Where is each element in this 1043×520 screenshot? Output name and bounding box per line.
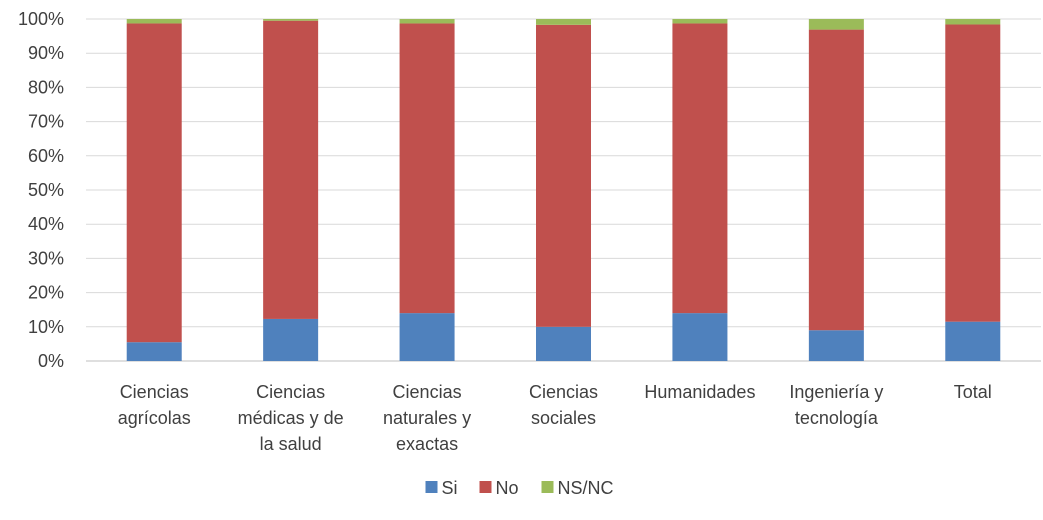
x-tick-label: Ciencias naturales y exactas	[383, 382, 471, 454]
bar-segment-no	[126, 23, 182, 343]
bar-segment-ns-nc	[672, 19, 728, 24]
x-tick-label: Ingeniería y tecnología	[789, 382, 883, 428]
x-axis-ticks: Ciencias agrícolas Ciencias médicas y de la …	[118, 382, 992, 454]
legend-swatch-si	[425, 481, 438, 493]
bars	[126, 19, 1001, 361]
bar-segment-si	[672, 313, 728, 361]
y-tick-label: 70%	[28, 112, 64, 132]
bar-segment-no	[808, 29, 864, 331]
bar-segment-ns-nc	[536, 19, 591, 25]
bar-segment-no	[399, 23, 455, 314]
bar-segment-si	[945, 321, 1001, 361]
x-tick-label: Humanidades	[644, 382, 755, 402]
y-tick-label: 40%	[28, 214, 64, 234]
y-tick-label: 90%	[28, 43, 64, 63]
x-tick-label: Ciencias sociales	[529, 382, 598, 428]
legend-label-si: Si	[442, 478, 458, 498]
bar-segment-no	[536, 24, 591, 327]
y-tick-label: 10%	[28, 317, 64, 337]
x-tick-label: Total	[954, 382, 992, 402]
legend-swatch-no	[479, 481, 492, 493]
bar-segment-ns-nc	[945, 19, 1001, 25]
bar-segment-si	[126, 342, 182, 361]
bar-segment-ns-nc	[399, 19, 455, 24]
bar-segment-si	[536, 326, 591, 361]
bar-segment-no	[672, 23, 728, 314]
bar-segment-ns-nc	[808, 19, 864, 30]
x-tick-label: Ciencias agrícolas	[118, 382, 191, 428]
y-tick-label: 50%	[28, 180, 64, 200]
legend-label-no: No	[496, 478, 519, 498]
bar-segment-ns-nc	[263, 19, 319, 21]
bar-segment-no	[263, 20, 319, 319]
y-tick-label: 80%	[28, 77, 64, 97]
y-tick-label: 20%	[28, 283, 64, 303]
bar-segment-ns-nc	[126, 19, 182, 24]
bar-segment-si	[263, 318, 319, 361]
legend-label-ns-nc: NS/NC	[558, 478, 614, 498]
legend: Si No NS/NC	[425, 478, 614, 498]
y-axis-ticks: 0% 10% 20% 30% 40% 50% 60% 70% 80% 90% 100%	[18, 9, 64, 371]
y-tick-label: 30%	[28, 248, 64, 268]
y-tick-label: 0%	[38, 351, 64, 371]
bar-segment-no	[945, 24, 1001, 322]
bar-segment-si	[399, 313, 455, 361]
bar-segment-si	[808, 330, 864, 361]
legend-swatch-ns-nc	[541, 481, 554, 493]
y-tick-label: 60%	[28, 146, 64, 166]
y-tick-label: 100%	[18, 9, 64, 29]
x-tick-label: Ciencias médicas y de la salud	[238, 382, 344, 454]
